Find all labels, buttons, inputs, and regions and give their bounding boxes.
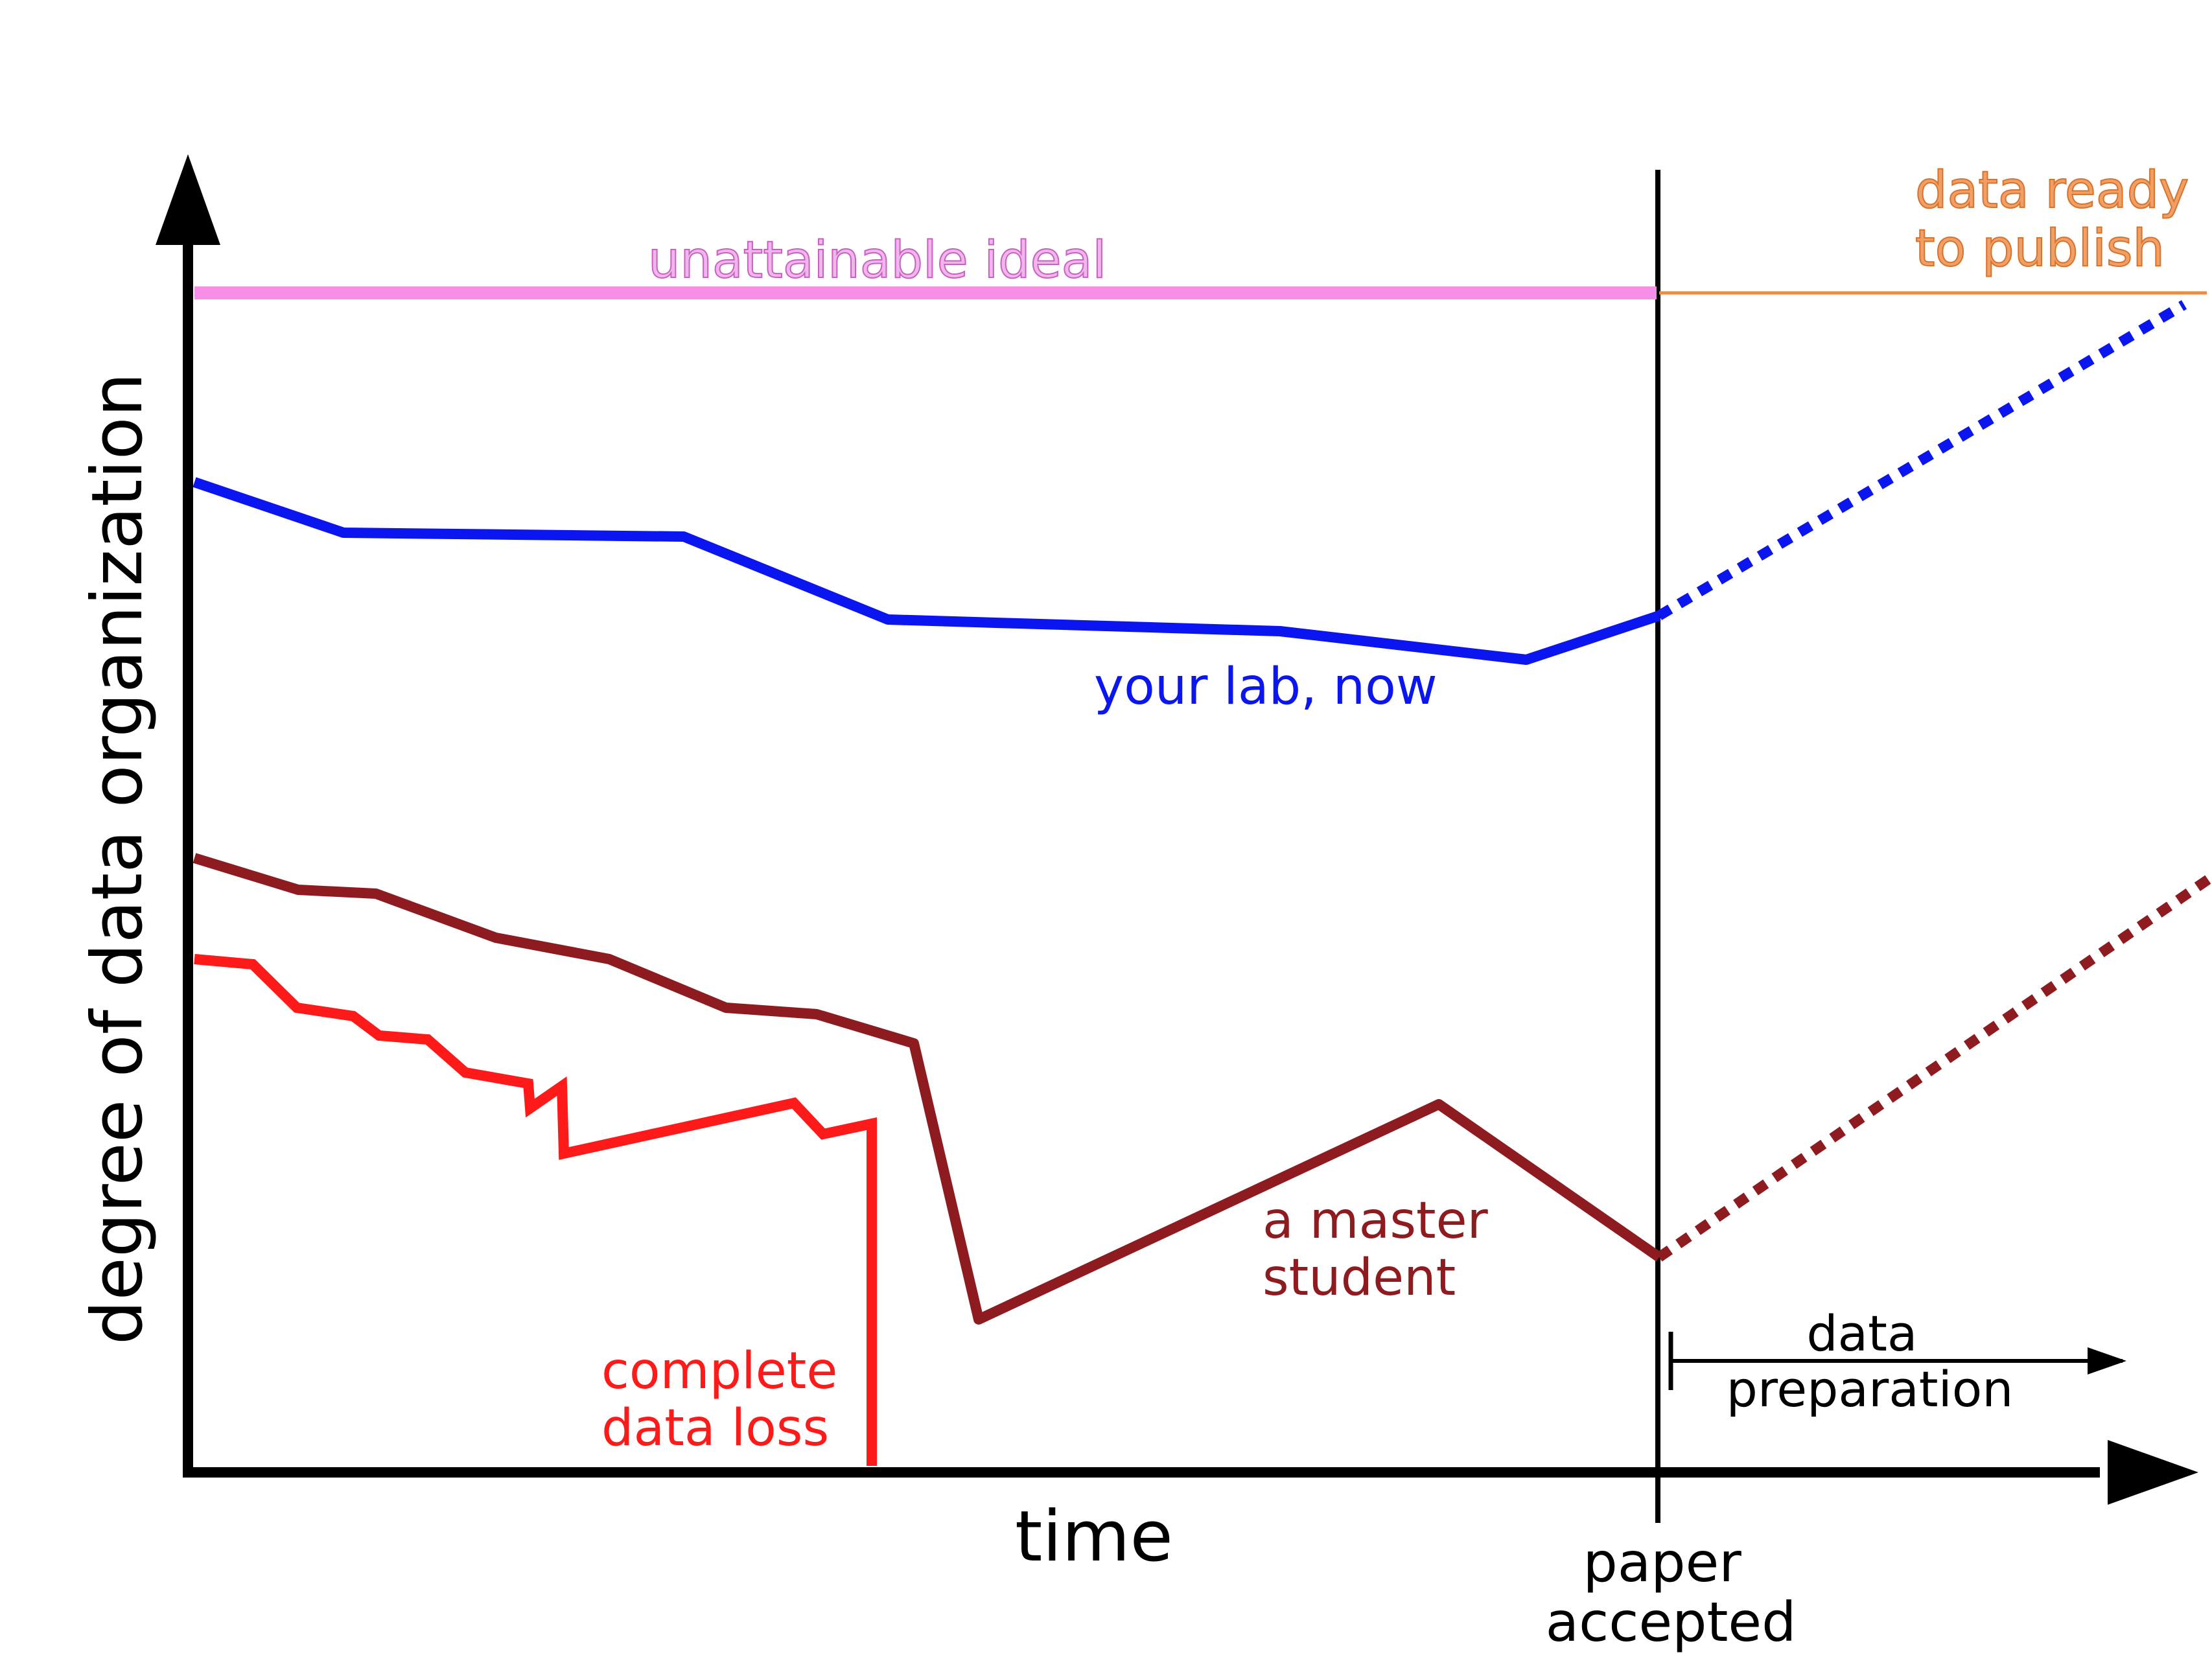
ready-label: data ready to publish — [1915, 161, 2205, 278]
lab-solid-line — [192, 477, 1661, 665]
paper-accepted-line2: accepted — [1546, 1590, 1797, 1654]
x-axis-title: time — [1015, 1496, 1173, 1577]
x-axis-arrowhead — [2108, 1440, 2198, 1505]
ready-label-line2: to publish — [1915, 220, 2165, 278]
master-solid-line — [192, 853, 1662, 1325]
master-dotted-line — [1656, 874, 2212, 1262]
ideal-label: unattainable ideal — [648, 231, 1106, 290]
loss-label-line2: data loss — [601, 1399, 829, 1457]
y-axis-arrowhead — [156, 154, 220, 245]
master-label: a master student — [1263, 1192, 1504, 1307]
loss-label-line1: complete — [601, 1342, 837, 1400]
loss-label: complete data loss — [601, 1342, 854, 1457]
ready-label-line1: data ready — [1915, 161, 2189, 220]
paper-accepted-label: paper accepted — [1546, 1531, 1797, 1654]
loss-line — [194, 954, 877, 1466]
prep-label: data preparation — [1727, 1305, 2014, 1418]
lab-dotted-line — [1656, 300, 2187, 620]
y-axis-title: degree of data organization — [77, 373, 158, 1345]
master-label-line2: student — [1263, 1249, 1456, 1307]
prep-label-line1: data — [1806, 1305, 1917, 1362]
paper-accepted-line1: paper — [1583, 1531, 1741, 1594]
master-label-line1: a master — [1263, 1192, 1489, 1250]
prep-label-line2: preparation — [1727, 1360, 2014, 1418]
lab-label: your lab, now — [1094, 658, 1438, 716]
